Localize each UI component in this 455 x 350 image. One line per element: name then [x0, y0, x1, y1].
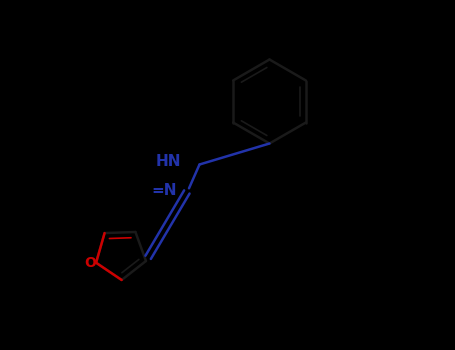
- Text: =N: =N: [152, 183, 177, 197]
- Text: O: O: [84, 256, 96, 270]
- Text: HN: HN: [156, 154, 181, 169]
